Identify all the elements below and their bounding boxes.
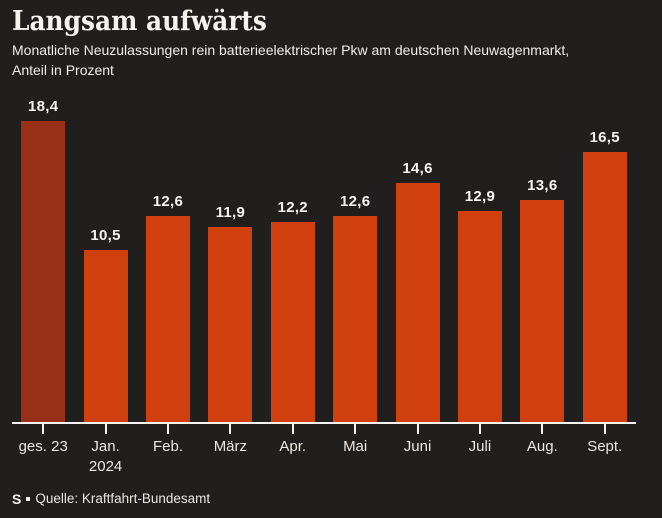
axis-tick [354,424,357,434]
bar [333,215,378,422]
x-axis-category: Feb. [137,424,199,477]
bar-cell: 16,5 [574,129,636,422]
chart-title: Langsam aufwärts [12,6,267,37]
bar-value-label: 10,5 [90,227,121,245]
x-axis-category: Aug. [511,424,573,477]
bar-cell: 18,4 [12,98,74,422]
x-axis-category: Juli [449,424,511,477]
bar [520,199,565,422]
x-axis-category: Jan. 2024 [74,424,136,477]
bar [270,222,315,422]
bar-cell: 12,6 [137,193,199,422]
logo-dot-icon [26,497,31,501]
x-axis-label: Sept. [587,438,623,455]
chart-subtitle-line1: Monatliche Neuzulassungen rein batteriee… [12,42,570,58]
bar-cell: 11,9 [199,204,261,422]
bar-value-label: 13,6 [527,176,558,194]
x-axis-label: Juli [468,438,492,455]
bar [395,183,440,422]
chart-subtitle: Monatliche Neuzulassungen rein batteriee… [12,40,650,80]
source-line: S Quelle: Kraftfahrt-Bundesamt [12,491,650,507]
bar [457,211,502,422]
x-axis-category: Juni [386,424,448,477]
x-axis-line [12,422,636,424]
bar-cell: 12,2 [262,199,324,422]
x-axis-category: ges. 23 [12,424,74,477]
bar-cell: 14,6 [386,160,448,422]
axis-tick [291,424,294,434]
axis-tick [478,424,481,434]
bar-value-label: 12,6 [152,192,184,210]
x-axis-category: Sept. [574,424,636,477]
bar-value-label: 12,6 [339,192,371,210]
axis-tick [104,424,107,434]
bar-cell: 10,5 [74,227,136,422]
bar [145,215,190,422]
source-text: Quelle: Kraftfahrt-Bundesamt [35,491,211,506]
axis-tick [229,424,232,434]
x-axis-label: März [213,438,248,455]
bar-value-label: 11,9 [215,204,246,222]
axis-tick [416,424,419,434]
axis-tick [541,424,544,434]
x-axis-label: Apr. [279,438,307,455]
x-axis-label: Feb. [152,438,183,455]
bar [83,250,128,422]
bar [208,227,253,422]
x-axis-sublabel: 2024 [88,458,123,475]
bar [21,121,66,422]
axis-tick [166,424,169,434]
bar-cell: 13,6 [511,176,573,422]
bar-value-label: 12,9 [464,188,496,205]
bar-cell: 12,9 [449,188,511,422]
x-axis-labels: ges. 23 Jan. 2024 Feb. März Apr. Mai Juni Juli Au… [12,424,636,477]
bar-chart: 18,4 10,5 12,6 11,9 12,2 12,6 14,6 12,9 13,6 16,5… [12,92,636,477]
x-axis-label: Mai [343,438,368,455]
x-axis-category: März [199,424,261,477]
axis-tick [603,424,606,434]
x-axis-label: Juni [403,438,432,455]
chart-subtitle-line2: Anteil in Prozent [12,62,114,78]
bar-value-label: 16,5 [589,129,620,147]
x-axis-label: Jan. [91,438,120,455]
bar [582,152,627,422]
axis-tick [42,424,45,434]
x-axis-category: Mai [324,424,386,477]
x-axis-category: Apr. [262,424,324,477]
plot-area: 18,4 10,5 12,6 11,9 12,2 12,6 14,6 12,9 13,6 16,5 [12,92,636,422]
bar-cell: 12,6 [324,193,386,422]
bar-value-label: 12,2 [277,199,308,217]
spiegel-logo: S [12,491,22,507]
bar-value-label: 14,6 [402,160,433,178]
bar-value-label: 18,4 [27,98,59,115]
x-axis-label: Aug. [526,438,558,455]
x-axis-label: ges. 23 [18,438,68,455]
